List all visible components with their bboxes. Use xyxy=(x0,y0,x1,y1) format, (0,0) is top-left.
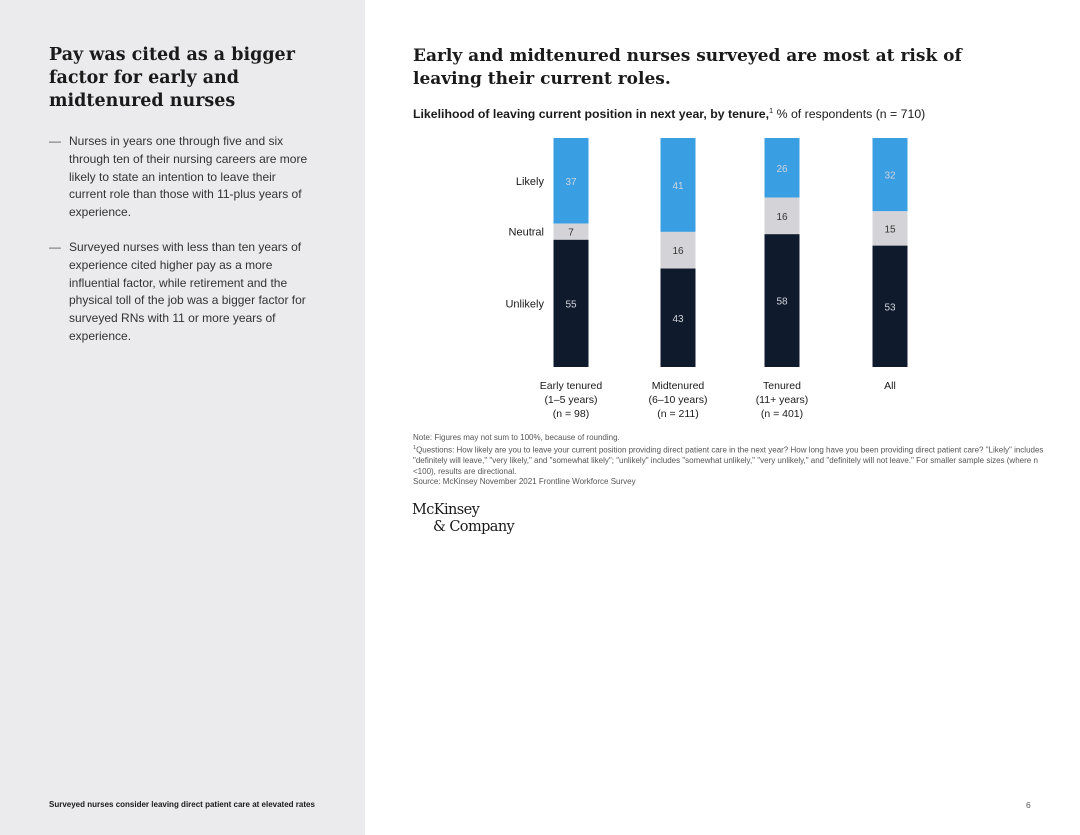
note-rounding: Note: Figures may not sum to 100%, becau… xyxy=(413,433,620,442)
logo-line-2: & Company xyxy=(433,518,515,535)
logo-line-1: McKinsey xyxy=(412,502,480,518)
bar-segment-likely xyxy=(764,138,800,198)
subtitle-bold: Likelihood of leaving current position i… xyxy=(413,107,769,122)
page-number: 6 xyxy=(1026,800,1031,810)
series-label-neutral: Neutral xyxy=(509,227,544,239)
bar-segment-neutral xyxy=(872,211,908,246)
bar-segment-neutral xyxy=(764,197,800,235)
data-label: 41 xyxy=(672,181,684,192)
data-label: 37 xyxy=(565,177,577,188)
note-source: Source: McKinsey November 2021 Frontline… xyxy=(413,477,636,487)
note-questions-text: Questions: How likely are you to leave y… xyxy=(413,446,1044,476)
chart-subtitle: Likelihood of leaving current position i… xyxy=(413,106,925,121)
chart-notes: Note: Figures may not sum to 100%, becau… xyxy=(413,433,1053,488)
bar-segment-neutral xyxy=(553,223,589,240)
subtitle-rest: % of respondents (n = 710) xyxy=(773,107,926,122)
data-label: 58 xyxy=(776,297,788,308)
chart-headline: Early and midtenured nurses surveyed are… xyxy=(413,46,962,89)
data-label: 7 xyxy=(568,228,574,239)
category-label: (n = 211) xyxy=(657,408,699,420)
category-label: (1–5 years) xyxy=(544,394,597,406)
bullet-item: — Surveyed nurses with less than ten yea… xyxy=(49,239,314,346)
bullet-dash: — xyxy=(49,239,61,254)
category-label: (n = 98) xyxy=(553,408,589,420)
data-label: 43 xyxy=(672,314,684,325)
data-label: 16 xyxy=(776,212,788,223)
data-label: 26 xyxy=(776,164,788,175)
category-label: (6–10 years) xyxy=(649,394,708,406)
bullet-text: Nurses in years one through five and six… xyxy=(69,134,308,220)
category-label: (n = 401) xyxy=(761,408,803,420)
bullet-list: — Nurses in years one through five and s… xyxy=(49,133,314,363)
data-label: 15 xyxy=(884,224,896,235)
footer-caption: Surveyed nurses consider leaving direct … xyxy=(49,800,315,809)
bullet-item: — Nurses in years one through five and s… xyxy=(49,133,314,222)
bar-segment-unlikely xyxy=(764,234,800,367)
footnote-marker: 1 xyxy=(413,445,417,452)
sidebar-panel: Pay was cited as a bigger factor for ear… xyxy=(0,0,365,835)
data-label: 32 xyxy=(884,171,896,182)
bar-segment-likely xyxy=(872,138,908,212)
category-label: (11+ years) xyxy=(756,394,809,406)
note-questions: 1Questions: How likely are you to leave … xyxy=(413,443,1053,477)
bar-segment-unlikely xyxy=(660,268,696,367)
mckinsey-logo: McKinsey & Company xyxy=(412,502,515,535)
category-label: All xyxy=(884,380,896,392)
bar-segment-neutral xyxy=(660,231,696,269)
bar-segment-likely xyxy=(660,138,696,232)
bullet-dash: — xyxy=(49,134,61,148)
stacked-bar-chart: 37 7 55 Early tenured (1–5 years) (n = 98) 41 1… xyxy=(505,138,908,420)
bullet-text: Surveyed nurses with less than ten years… xyxy=(69,239,306,343)
bar-segment-unlikely xyxy=(553,239,589,367)
data-label: 55 xyxy=(565,299,577,310)
series-label-unlikely: Unlikely xyxy=(505,298,544,310)
category-label: Tenured xyxy=(763,380,801,392)
category-label: Midtenured xyxy=(652,380,705,392)
footnote-marker: 1 xyxy=(769,106,774,115)
data-label: 53 xyxy=(884,302,896,313)
category-label: Early tenured xyxy=(540,380,603,392)
bar-segment-likely xyxy=(553,138,589,224)
data-label: 16 xyxy=(672,246,684,257)
bar-segment-unlikely xyxy=(872,245,908,367)
sidebar-title: Pay was cited as a bigger factor for ear… xyxy=(49,45,295,111)
series-label-likely: Likely xyxy=(516,176,545,188)
